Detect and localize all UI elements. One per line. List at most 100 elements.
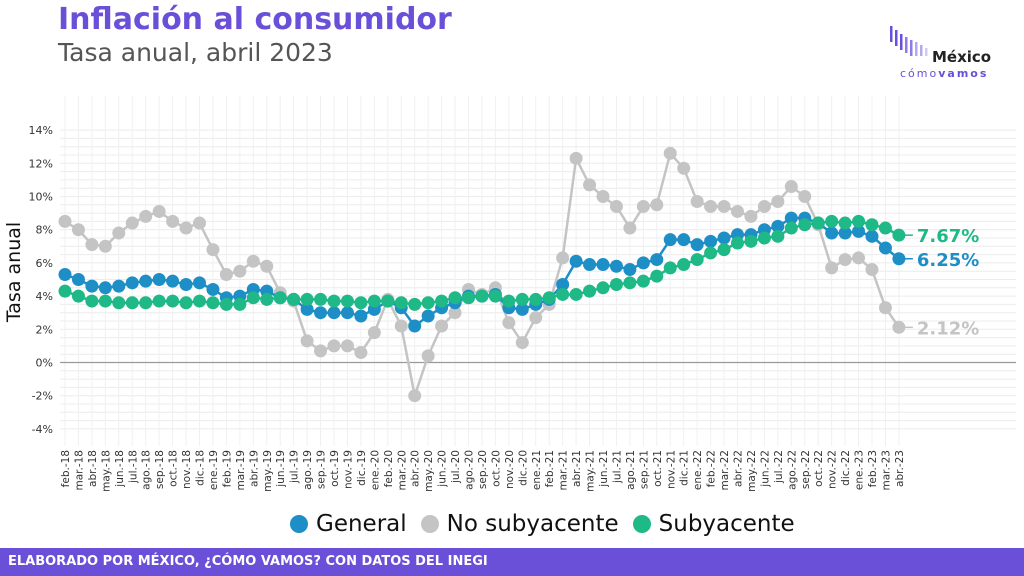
- point-no-subyacente: [394, 319, 408, 333]
- point-no-subyacente: [435, 319, 449, 333]
- point-subyacente: [811, 216, 825, 230]
- point-no-subyacente: [623, 221, 637, 235]
- x-tick-label: may.-21: [585, 450, 597, 492]
- x-tick-label: sep.-22: [800, 450, 812, 489]
- point-subyacente: [475, 289, 489, 303]
- point-no-subyacente: [852, 251, 866, 265]
- point-subyacente: [892, 228, 906, 242]
- point-subyacente: [340, 294, 354, 308]
- x-tick-label: ene.-19: [208, 450, 220, 490]
- x-tick-label: jul.-18: [127, 450, 139, 484]
- y-tick-label: 8%: [36, 224, 53, 237]
- point-no-subyacente: [246, 254, 260, 268]
- x-tick-label: abr.-21: [571, 450, 583, 487]
- point-no-subyacente: [650, 198, 664, 212]
- x-tick-label: dic.-20: [517, 450, 529, 486]
- point-no-subyacente: [757, 199, 771, 213]
- point-subyacente: [798, 218, 812, 232]
- point-no-subyacente: [744, 209, 758, 223]
- point-subyacente: [71, 289, 85, 303]
- x-tick-label: ene.-20: [369, 450, 381, 490]
- point-subyacente: [744, 234, 758, 248]
- point-no-subyacente: [825, 261, 839, 275]
- mexico-como-vamos-logo: México cómovamos: [888, 24, 1000, 82]
- point-no-subyacente: [892, 320, 906, 334]
- point-general: [569, 254, 583, 268]
- x-tick-label: ene.-22: [692, 450, 704, 490]
- x-tick-label: jun.-20: [437, 450, 449, 488]
- point-subyacente: [300, 292, 314, 306]
- x-tick-label: may.-18: [100, 450, 112, 492]
- series: [58, 146, 906, 403]
- point-no-subyacente: [139, 209, 153, 223]
- point-no-subyacente: [367, 326, 381, 340]
- x-tick-label: abr.-22: [733, 450, 745, 487]
- point-no-subyacente: [609, 199, 623, 213]
- point-no-subyacente: [58, 214, 72, 228]
- point-general: [717, 231, 731, 245]
- point-subyacente: [58, 284, 72, 298]
- point-no-subyacente: [515, 336, 529, 350]
- y-tick-label: -4%: [32, 423, 53, 436]
- chart-subtitle: Tasa anual, abril 2023: [58, 38, 333, 67]
- point-subyacente: [663, 261, 677, 275]
- point-subyacente: [609, 277, 623, 291]
- legend-no-subyacente-dot: [420, 515, 439, 533]
- point-no-subyacente: [233, 264, 247, 278]
- x-tick-label: abr.-19: [248, 450, 260, 487]
- point-subyacente: [717, 243, 731, 257]
- x-tick-label: jul.-20: [450, 450, 462, 484]
- x-tick-label: nov.-22: [827, 450, 839, 489]
- x-tick-label: sep.-20: [477, 450, 489, 489]
- x-tick-label: ago.-22: [786, 450, 798, 490]
- x-tick-label: nov.-18: [181, 450, 193, 489]
- x-tick-label: nov.-19: [342, 450, 354, 489]
- point-general: [327, 306, 341, 320]
- x-tick-label: abr.-18: [87, 450, 99, 487]
- point-subyacente: [367, 294, 381, 308]
- point-general: [650, 253, 664, 267]
- point-general: [58, 268, 72, 282]
- point-subyacente: [650, 269, 664, 283]
- point-subyacente: [529, 292, 543, 306]
- point-subyacente: [394, 296, 408, 310]
- x-tick-label: mar.-20: [396, 450, 408, 491]
- x-tick-label: feb.-23: [867, 450, 879, 487]
- legend-subyacente-dot: [632, 515, 651, 533]
- point-no-subyacente: [771, 194, 785, 208]
- point-general: [421, 309, 435, 323]
- point-no-subyacente: [569, 151, 583, 165]
- x-tick-label: nov.-20: [504, 450, 516, 489]
- point-subyacente: [825, 214, 839, 228]
- point-subyacente: [865, 218, 879, 232]
- point-general: [71, 273, 85, 286]
- point-general: [892, 252, 906, 266]
- point-general: [636, 256, 650, 270]
- legend-item-general: General: [290, 511, 407, 537]
- point-general: [112, 279, 126, 293]
- grid-lines: [60, 96, 1016, 446]
- x-tick-label: dic.-18: [195, 450, 207, 486]
- point-no-subyacente: [166, 214, 180, 228]
- x-tick-label: nov.-21: [665, 450, 677, 489]
- point-subyacente: [838, 216, 852, 230]
- point-subyacente: [233, 297, 247, 311]
- point-general: [98, 281, 112, 295]
- point-general: [609, 259, 623, 273]
- point-subyacente: [125, 296, 139, 310]
- point-no-subyacente: [502, 316, 516, 330]
- point-general: [825, 226, 839, 240]
- point-subyacente: [488, 289, 502, 303]
- point-general: [152, 273, 166, 286]
- point-subyacente: [677, 258, 691, 272]
- y-tick-label: 4%: [36, 290, 53, 303]
- y-tick-label: 10%: [29, 191, 53, 204]
- legend-item-subyacente: Subyacente: [632, 511, 795, 537]
- logo-name: México: [932, 48, 992, 66]
- point-general: [784, 211, 798, 225]
- point-subyacente: [314, 292, 328, 306]
- point-general: [340, 306, 354, 320]
- point-subyacente: [206, 296, 220, 310]
- point-general: [771, 219, 785, 233]
- y-tick-label: 2%: [36, 323, 53, 336]
